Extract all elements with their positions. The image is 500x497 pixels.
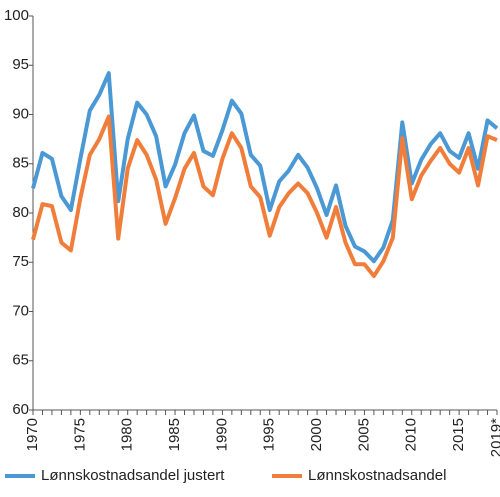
x-tick-label: 1980 (119, 418, 136, 451)
x-tick-label: 1995 (261, 418, 278, 451)
legend-label: Lønnskostnadsandel justert (41, 467, 225, 484)
y-tick-label: 85 (12, 155, 29, 172)
y-tick-label: 70 (12, 302, 29, 319)
line-series (31, 114, 498, 279)
x-tick-label: 2005 (355, 418, 372, 451)
x-tick-label: 1985 (166, 418, 183, 451)
y-tick-label: 80 (12, 204, 29, 221)
y-tick-label: 90 (12, 105, 29, 122)
x-tick-label: 2000 (308, 418, 325, 451)
y-tick-label: 65 (12, 352, 29, 369)
x-tick-label: 1990 (213, 418, 230, 451)
x-tick-label: 2015 (450, 418, 467, 451)
y-tick-label: 60 (12, 401, 29, 418)
x-tick-label: 1970 (24, 418, 41, 451)
y-tick-label: 75 (12, 253, 29, 270)
legend-label: Lønnskostnadsandel (308, 467, 446, 484)
line-series (31, 71, 499, 264)
x-tick-label: 1975 (71, 418, 88, 451)
y-tick-label: 95 (12, 56, 29, 73)
x-tick-label: 2010 (403, 418, 420, 451)
y-tick-label: 100 (4, 7, 29, 24)
x-tick-label: 2019* (488, 418, 500, 457)
